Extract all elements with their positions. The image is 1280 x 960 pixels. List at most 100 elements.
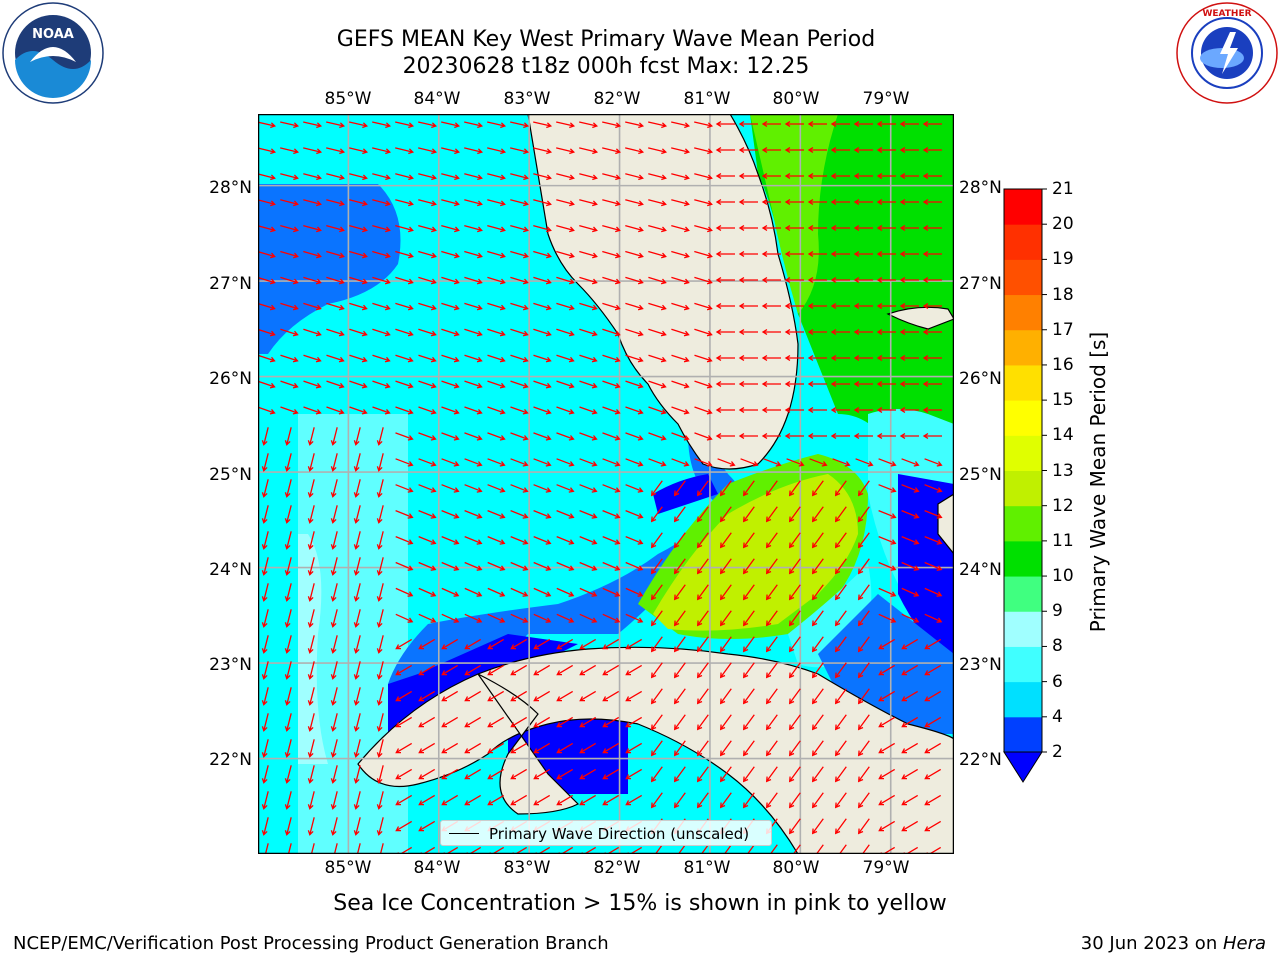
- wave-direction-arrow: [418, 199, 437, 207]
- wave-direction-arrow: [784, 173, 804, 179]
- wave-direction-arrow: [834, 766, 847, 783]
- wave-direction-arrow: [673, 532, 686, 549]
- wave-direction-arrow: [761, 407, 781, 413]
- wave-direction-arrow: [418, 768, 436, 780]
- wave-direction-arrow: [765, 688, 778, 705]
- wave-direction-arrow: [811, 818, 824, 835]
- wave-direction-arrow: [372, 406, 391, 415]
- wave-direction-arrow: [510, 638, 528, 650]
- wave-direction-arrow: [830, 121, 850, 127]
- wave-period-field-keys: [653, 474, 718, 514]
- wave-direction-arrow: [830, 433, 850, 439]
- wave-direction-arrow: [330, 557, 338, 576]
- wave-direction-arrow: [418, 535, 437, 545]
- right-lat-label: 25°N: [959, 465, 1002, 485]
- wave-direction-arrow: [418, 587, 437, 597]
- colorbar-tick-label: 9: [1052, 601, 1063, 622]
- wave-direction-arrow: [418, 406, 437, 415]
- wave-direction-arrow: [922, 225, 942, 231]
- wave-direction-arrow: [284, 531, 292, 550]
- wave-direction-arrow: [924, 716, 942, 728]
- wave-direction-arrow: [694, 276, 713, 285]
- wave-direction-arrow: [602, 587, 621, 597]
- wave-direction-arrow: [765, 766, 778, 783]
- wave-direction-arrow: [395, 354, 414, 363]
- wave-direction-arrow: [353, 635, 361, 654]
- wave-direction-arrow: [876, 251, 896, 257]
- wave-direction-arrow: [372, 224, 391, 233]
- wave-direction-arrow: [303, 276, 322, 285]
- wave-direction-arrow: [602, 509, 621, 519]
- wave-direction-arrow: [834, 688, 847, 705]
- wave-direction-arrow: [671, 354, 690, 363]
- wave-direction-arrow: [303, 380, 322, 389]
- wave-direction-arrow: [625, 509, 644, 519]
- wave-direction-arrow: [696, 558, 709, 575]
- wave-direction-arrow: [376, 687, 384, 706]
- wave-direction-arrow: [487, 742, 505, 754]
- wave-direction-arrow: [510, 690, 528, 702]
- wave-direction-arrow: [556, 509, 575, 519]
- wave-direction-arrow: [487, 587, 506, 597]
- wave-direction-arrow: [441, 224, 460, 233]
- wave-direction-arrow: [533, 509, 552, 519]
- wave-direction-arrow: [579, 121, 599, 129]
- left-lat-label: 23°N: [209, 655, 252, 675]
- wave-direction-arrow: [556, 638, 574, 650]
- colorbar-tick-label: 15: [1052, 390, 1074, 411]
- colorbar-tick-label: 10: [1052, 566, 1074, 587]
- wave-direction-arrow: [648, 173, 667, 181]
- wave-direction-arrow: [487, 121, 507, 129]
- colorbar: [1003, 188, 1047, 783]
- bottom-lon-label: 83°W: [503, 858, 551, 878]
- wave-direction-arrow: [811, 506, 824, 523]
- wave-direction-arrow: [671, 199, 690, 207]
- wave-direction-arrow: [376, 609, 384, 628]
- wave-direction-arrow: [303, 173, 322, 181]
- wave-direction-arrow: [602, 147, 622, 155]
- wave-direction-arrow: [353, 661, 361, 680]
- wave-direction-arrow: [878, 794, 896, 806]
- wave-direction-arrow: [876, 329, 896, 335]
- wave-direction-arrow: [648, 121, 668, 129]
- wave-direction-arrow: [464, 328, 483, 337]
- wave-direction-arrow: [349, 380, 368, 389]
- wave-direction-arrow: [487, 638, 505, 650]
- wave-direction-arrow: [625, 484, 644, 493]
- wave-direction-arrow: [487, 199, 506, 207]
- wave-direction-arrow: [330, 609, 338, 628]
- wave-direction-arrow: [376, 531, 384, 550]
- wave-direction-arrow: [418, 638, 436, 650]
- wave-direction-arrow: [650, 714, 663, 731]
- wave-direction-arrow: [579, 328, 598, 337]
- wave-direction-arrow: [811, 714, 824, 731]
- wave-direction-arrow: [723, 844, 732, 854]
- wave-direction-arrow: [719, 532, 732, 549]
- wave-direction-arrow: [830, 199, 850, 205]
- nws-logo: WEATHER: [1176, 2, 1278, 104]
- wave-direction-arrow: [464, 768, 482, 780]
- wave-direction-arrow: [349, 199, 368, 207]
- noaa-logo: NOAA: [2, 2, 104, 104]
- wave-direction-arrow: [441, 173, 460, 181]
- wave-direction-arrow: [786, 458, 805, 467]
- wave-direction-arrow: [648, 224, 667, 233]
- wave-direction-arrow: [807, 407, 827, 413]
- wave-direction-arrow: [861, 844, 870, 854]
- wave-direction-arrow: [602, 561, 621, 571]
- wave-direction-arrow: [602, 690, 620, 702]
- wave-direction-arrow: [830, 173, 850, 179]
- wave-direction-arrow: [788, 610, 801, 627]
- wave-direction-arrow: [441, 561, 460, 571]
- top-lon-label: 79°W: [862, 89, 910, 109]
- wave-direction-arrow: [876, 381, 896, 387]
- wave-direction-arrow: [830, 355, 850, 361]
- chart-subtitle: 20230628 t18z 000h fcst Max: 12.25: [402, 54, 810, 79]
- wave-direction-arrow: [742, 688, 755, 705]
- wave-direction-arrow: [625, 613, 644, 623]
- wave-direction-arrow: [556, 199, 575, 207]
- wave-direction-arrow: [441, 250, 460, 259]
- wave-direction-arrow: [464, 742, 482, 754]
- wave-direction-arrow: [924, 638, 942, 650]
- wave-direction-arrow: [899, 147, 919, 153]
